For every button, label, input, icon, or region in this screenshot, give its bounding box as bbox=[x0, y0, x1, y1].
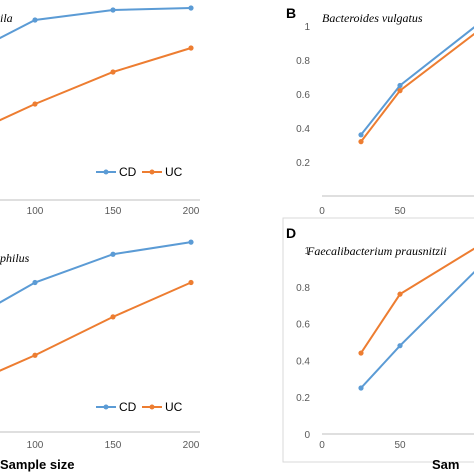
plot-area-d: 00.20.40.60.810501 bbox=[296, 246, 474, 451]
data-point-uc bbox=[32, 101, 38, 107]
panel-b-letter: B bbox=[286, 5, 296, 21]
data-point-uc bbox=[110, 314, 116, 320]
y-tick-label: 0.2 bbox=[296, 393, 310, 404]
data-point-cd bbox=[110, 7, 116, 13]
panel-b-title: Bacteroides vulgatus bbox=[322, 11, 423, 25]
y-tick-label: 1 bbox=[304, 246, 310, 257]
plot-area-c: 100 150 200 bbox=[0, 239, 200, 451]
x-tick-label: 0 bbox=[319, 206, 325, 217]
legend-uc-marker-c bbox=[149, 404, 155, 410]
data-point-uc bbox=[188, 279, 194, 286]
data-point-cd bbox=[397, 82, 403, 89]
y-tick-label: 0 bbox=[304, 430, 310, 441]
series-line-uc bbox=[360, 247, 474, 354]
data-point-uc bbox=[110, 69, 116, 75]
x-tick-label: 150 bbox=[105, 440, 122, 451]
series-line-uc bbox=[360, 32, 474, 143]
y-tick-label: 0.4 bbox=[296, 124, 310, 135]
data-point-cd bbox=[358, 385, 364, 391]
panel-a-title: ila bbox=[0, 11, 13, 25]
series-line-uc bbox=[0, 47, 192, 122]
legend-cd-label-a: CD bbox=[119, 165, 137, 179]
data-point-uc bbox=[397, 88, 403, 94]
panel-d-title: Faecalibacterium prausnitzii bbox=[306, 244, 447, 258]
series-line-uc bbox=[0, 281, 192, 372]
panel-d-letter: D bbox=[286, 225, 296, 241]
plot-area-a: 100 150 200 bbox=[0, 5, 200, 217]
data-point-cd bbox=[32, 17, 38, 23]
x-tick-label: 50 bbox=[394, 440, 406, 451]
x-tick-label: 200 bbox=[183, 440, 200, 451]
legend-uc-label-c: UC bbox=[165, 400, 183, 414]
data-point-cd bbox=[188, 239, 194, 245]
y-tick-label: 0.6 bbox=[296, 320, 310, 331]
legend-uc-label-a: UC bbox=[165, 165, 183, 179]
legend-cd-marker-c bbox=[103, 404, 109, 410]
panel-b: B Bacteroides vulgatus 0.20.40.60.810501 bbox=[286, 5, 474, 217]
data-point-cd bbox=[32, 279, 38, 286]
x-tick-label: 100 bbox=[27, 440, 44, 451]
x-tick-label: 0 bbox=[319, 440, 325, 451]
legend-uc-marker-a bbox=[149, 169, 155, 175]
x-tick-label: 150 bbox=[105, 206, 122, 217]
panel-d-frame bbox=[282, 217, 474, 463]
data-point-uc bbox=[32, 352, 38, 358]
data-point-cd bbox=[110, 251, 116, 257]
legend-cd-label-c: CD bbox=[119, 400, 137, 414]
data-point-cd bbox=[188, 5, 194, 11]
panel-a: ila 100 150 200 CD UC bbox=[0, 5, 200, 217]
series-line-cd bbox=[0, 7, 192, 40]
x-tick-label: 50 bbox=[394, 206, 406, 217]
panel-c: philus 100 150 200 CD UC Sample size bbox=[0, 239, 200, 472]
panel-a-legend: CD UC bbox=[96, 165, 183, 179]
data-point-uc bbox=[397, 291, 403, 297]
panel-c-legend: CD UC bbox=[96, 400, 183, 414]
data-point-cd bbox=[358, 132, 364, 138]
plot-area-b: 0.20.40.60.810501 bbox=[296, 22, 474, 217]
data-point-cd bbox=[397, 343, 403, 349]
x-axis-label-left: Sample size bbox=[0, 457, 74, 472]
y-tick-label: 0.8 bbox=[296, 283, 310, 294]
y-tick-label: 0.2 bbox=[296, 158, 310, 169]
x-tick-label: 100 bbox=[27, 206, 44, 217]
data-point-uc bbox=[358, 350, 364, 356]
y-tick-label: 1 bbox=[304, 22, 310, 33]
panel-d: D Faecalibacterium prausnitzii 0 0.2 0.4 0.… bbox=[282, 217, 474, 472]
x-axis-label-right: Sam bbox=[432, 457, 459, 472]
y-tick-label: 0.8 bbox=[296, 56, 310, 67]
data-point-uc bbox=[188, 45, 194, 51]
legend-cd-marker-a bbox=[103, 169, 109, 175]
data-point-uc bbox=[358, 139, 364, 145]
y-tick-label: 0.6 bbox=[296, 90, 310, 101]
x-tick-label: 200 bbox=[183, 206, 200, 217]
y-tick-label: 0.4 bbox=[296, 356, 310, 367]
panel-c-title: philus bbox=[0, 251, 30, 265]
